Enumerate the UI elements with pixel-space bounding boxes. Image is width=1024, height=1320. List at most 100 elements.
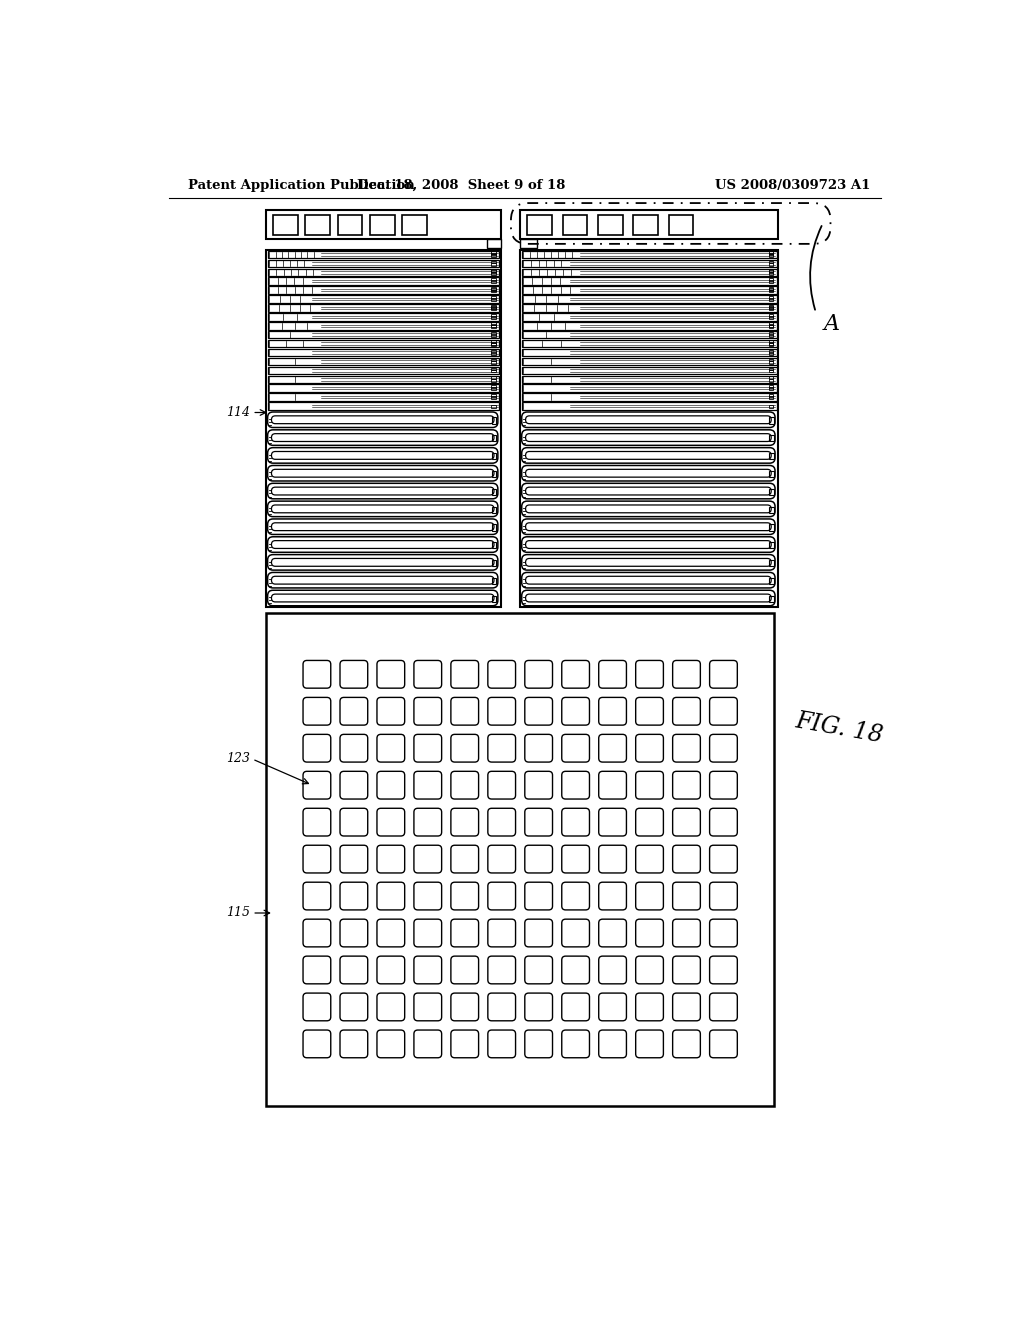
- Bar: [562, 215, 587, 235]
- Bar: [769, 405, 773, 408]
- Bar: [492, 331, 496, 335]
- Bar: [769, 272, 773, 275]
- Bar: [402, 215, 427, 235]
- Bar: [267, 348, 500, 356]
- Bar: [492, 436, 497, 441]
- Bar: [492, 289, 496, 293]
- Text: FIG. 18: FIG. 18: [794, 709, 885, 747]
- Bar: [769, 253, 773, 257]
- Bar: [769, 289, 773, 293]
- Bar: [487, 239, 501, 248]
- Bar: [769, 280, 773, 284]
- Bar: [521, 358, 776, 366]
- Bar: [769, 360, 773, 364]
- Bar: [266, 612, 774, 1106]
- Bar: [669, 215, 693, 235]
- Bar: [769, 352, 773, 355]
- Bar: [492, 578, 497, 583]
- Bar: [492, 360, 496, 364]
- Text: 114: 114: [226, 407, 250, 418]
- Bar: [521, 251, 776, 259]
- Bar: [267, 269, 500, 276]
- Bar: [769, 315, 773, 319]
- Bar: [267, 403, 500, 409]
- Bar: [492, 280, 496, 284]
- Bar: [267, 305, 500, 312]
- Bar: [267, 251, 500, 259]
- Bar: [267, 260, 500, 267]
- Bar: [492, 595, 497, 602]
- Bar: [492, 388, 496, 391]
- Bar: [769, 252, 773, 255]
- Bar: [598, 215, 623, 235]
- Bar: [769, 334, 773, 337]
- Bar: [769, 308, 773, 310]
- Bar: [266, 210, 501, 239]
- Bar: [492, 263, 496, 265]
- Bar: [521, 348, 776, 356]
- Bar: [492, 543, 497, 548]
- Bar: [769, 288, 773, 290]
- Bar: [769, 543, 773, 548]
- Bar: [267, 313, 500, 321]
- Bar: [769, 350, 773, 352]
- Bar: [492, 305, 496, 308]
- Bar: [492, 323, 496, 327]
- Bar: [492, 296, 496, 300]
- Bar: [492, 367, 496, 371]
- Bar: [769, 306, 773, 309]
- Bar: [521, 260, 776, 267]
- Bar: [521, 277, 776, 285]
- Bar: [769, 453, 773, 459]
- Bar: [492, 453, 497, 459]
- Text: Dec. 18, 2008  Sheet 9 of 18: Dec. 18, 2008 Sheet 9 of 18: [357, 178, 566, 191]
- Bar: [492, 325, 496, 329]
- Bar: [769, 578, 773, 583]
- Bar: [769, 263, 773, 265]
- Text: Patent Application Publication: Patent Application Publication: [188, 178, 415, 191]
- Bar: [492, 271, 496, 273]
- Bar: [267, 322, 500, 330]
- Bar: [267, 393, 500, 401]
- Bar: [492, 308, 496, 310]
- Bar: [492, 272, 496, 275]
- Bar: [492, 405, 496, 408]
- Bar: [769, 269, 773, 272]
- Bar: [769, 341, 773, 343]
- Bar: [769, 331, 773, 335]
- Text: US 2008/0309723 A1: US 2008/0309723 A1: [715, 178, 870, 191]
- Bar: [520, 239, 538, 248]
- Bar: [769, 396, 773, 400]
- Bar: [492, 288, 496, 290]
- Bar: [267, 384, 500, 392]
- Bar: [492, 298, 496, 301]
- Bar: [521, 296, 776, 302]
- Bar: [769, 342, 773, 345]
- Bar: [520, 210, 778, 239]
- Bar: [521, 367, 776, 374]
- Bar: [521, 341, 776, 347]
- Bar: [370, 215, 394, 235]
- Bar: [769, 436, 773, 441]
- Bar: [769, 395, 773, 397]
- Bar: [769, 367, 773, 371]
- Bar: [769, 296, 773, 300]
- Bar: [492, 396, 496, 400]
- Bar: [492, 471, 497, 477]
- Bar: [492, 379, 496, 381]
- Bar: [521, 331, 776, 338]
- Bar: [492, 251, 496, 253]
- Bar: [492, 343, 496, 346]
- Bar: [267, 277, 500, 285]
- Bar: [521, 269, 776, 276]
- Bar: [492, 306, 496, 309]
- Bar: [492, 370, 496, 372]
- Bar: [492, 286, 496, 289]
- Bar: [769, 417, 773, 424]
- Bar: [492, 334, 496, 337]
- Bar: [769, 385, 773, 388]
- Bar: [769, 379, 773, 381]
- Bar: [492, 341, 496, 343]
- Bar: [492, 315, 496, 319]
- Bar: [769, 305, 773, 308]
